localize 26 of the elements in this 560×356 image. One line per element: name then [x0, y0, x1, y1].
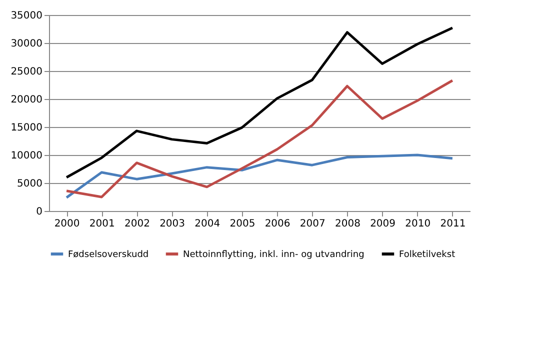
y-tick-label: 20000	[10, 94, 42, 106]
x-tick-label: 2000	[54, 218, 80, 230]
x-tick-label: 2003	[160, 218, 186, 230]
x-tick-label: 2002	[124, 218, 150, 230]
x-tick-label: 2007	[300, 218, 326, 230]
y-tick-label: 10000	[10, 150, 42, 162]
x-tick-label: 2005	[230, 218, 256, 230]
x-tick-label: 2009	[370, 218, 396, 230]
x-tick-label: 2008	[334, 218, 360, 230]
x-tick-label: 2006	[264, 218, 290, 230]
y-tick-label: 0	[36, 206, 42, 218]
y-tick-label: 15000	[10, 122, 42, 134]
line-series	[65, 79, 454, 198]
legend-label: Fødselsoverskudd	[68, 250, 149, 260]
x-tick-label: 2001	[89, 218, 115, 230]
legend-label: Nettoinnflytting, inkl. inn- og utvandring	[183, 250, 364, 260]
x-tick-label: 2010	[405, 218, 431, 230]
y-tick-label: 25000	[10, 66, 42, 78]
x-tick-label: 2011	[440, 218, 466, 230]
line-series	[65, 154, 454, 199]
y-tick-label: 35000	[10, 10, 42, 22]
y-tick-label: 30000	[10, 38, 42, 50]
x-tick-label: 2004	[194, 218, 220, 230]
line-series	[65, 26, 454, 179]
y-tick-label: 5000	[17, 178, 42, 190]
legend-label: Folketilvekst	[399, 250, 456, 260]
